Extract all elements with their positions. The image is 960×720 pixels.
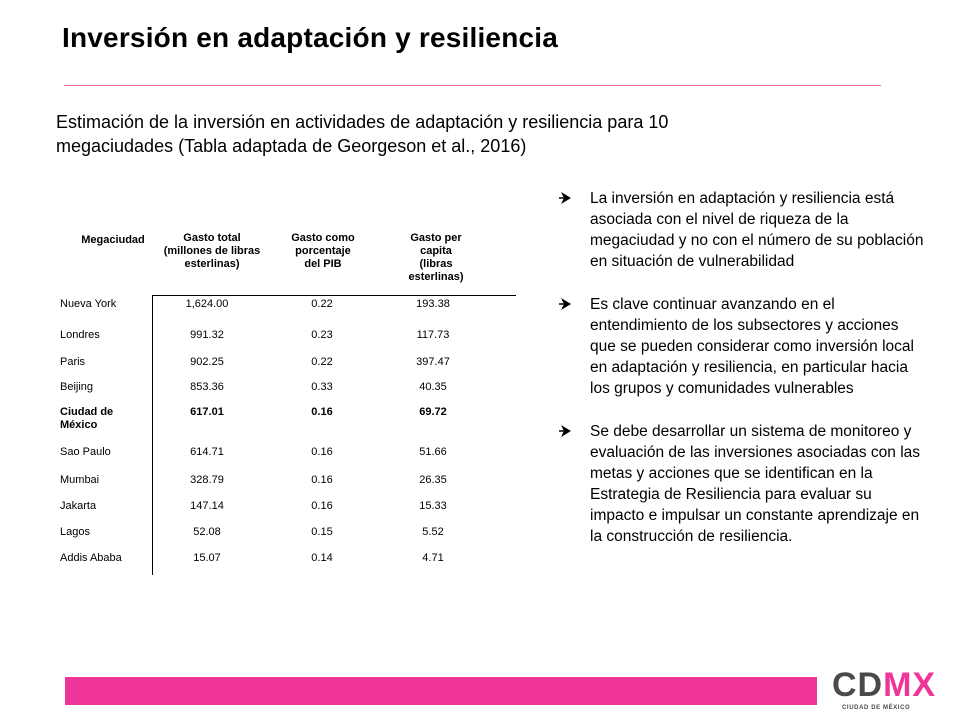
subtitle: Estimación de la inversión en actividade… bbox=[56, 110, 816, 158]
logo-subtext: CIUDAD DE MÉXICO bbox=[842, 705, 911, 711]
logo-text-cd: CD bbox=[832, 666, 884, 704]
row-gasto-total: 853.36 bbox=[190, 381, 224, 393]
row-porcentaje-pib: 0.16 bbox=[311, 406, 333, 418]
row-per-capita: 51.66 bbox=[419, 446, 447, 458]
row-megaciudad: Londres bbox=[60, 329, 100, 341]
row-megaciudad: Sao Paulo bbox=[60, 446, 111, 458]
row-gasto-total: 15.07 bbox=[193, 552, 221, 564]
table-column-rule bbox=[152, 295, 153, 575]
header-megaciudad: Megaciudad bbox=[81, 234, 145, 246]
arrow-check-bullet-icon bbox=[559, 192, 571, 204]
row-porcentaje-pib: 0.16 bbox=[311, 474, 333, 486]
row-per-capita: 397.47 bbox=[416, 356, 450, 368]
table-row: Addis Ababa 15.07 0.14 4.71 bbox=[60, 552, 516, 582]
bullet-item: La inversión en adaptación y resiliencia… bbox=[556, 188, 928, 272]
row-megaciudad: Jakarta bbox=[60, 500, 97, 512]
row-porcentaje-pib: 0.16 bbox=[311, 446, 333, 458]
row-gasto-total: 991.32 bbox=[190, 329, 224, 341]
row-gasto-total: 902.25 bbox=[190, 356, 224, 368]
cdmx-logo: CDMX CIUDAD DE MÉXICO bbox=[832, 667, 935, 713]
row-megaciudad: Addis Ababa bbox=[60, 552, 122, 564]
row-porcentaje-pib: 0.16 bbox=[311, 500, 333, 512]
header-per-capita: Gasto per capita (libras esterlinas) bbox=[408, 232, 464, 283]
table-row: Lagos 52.08 0.15 5.52 bbox=[60, 526, 516, 556]
bullet-text: Se debe desarrollar un sistema de monito… bbox=[590, 423, 921, 545]
page-title: Inversión en adaptación y resiliencia bbox=[62, 22, 559, 53]
row-porcentaje-pib: 0.15 bbox=[311, 526, 333, 538]
row-megaciudad: Nueva York bbox=[60, 298, 117, 310]
arrow-check-bullet-icon bbox=[559, 298, 571, 310]
logo-wordmark: CDMX bbox=[832, 667, 936, 703]
row-per-capita: 4.71 bbox=[422, 552, 444, 564]
table-row: Paris 902.25 0.22 397.47 bbox=[60, 356, 516, 386]
row-megaciudad: Paris bbox=[60, 356, 86, 368]
footer-bar bbox=[65, 677, 817, 705]
table-header: Megaciudad Gasto total (millones de libr… bbox=[68, 232, 516, 292]
row-gasto-total: 147.14 bbox=[190, 500, 224, 512]
table-row: Londres 991.32 0.23 117.73 bbox=[60, 329, 516, 359]
row-gasto-total: 614.71 bbox=[190, 446, 224, 458]
bullet-text: Es clave continuar avanzando en el enten… bbox=[590, 296, 914, 397]
bullet-item: Es clave continuar avanzando en el enten… bbox=[556, 294, 928, 399]
row-megaciudad-line-2: México bbox=[60, 419, 98, 431]
row-porcentaje-pib: 0.14 bbox=[311, 552, 333, 564]
header-gasto-total: Gasto total (millones de libras esterlin… bbox=[163, 232, 261, 270]
table-row: Jakarta 147.14 0.16 15.33 bbox=[60, 500, 516, 530]
row-per-capita: 69.72 bbox=[419, 406, 447, 418]
row-per-capita: 26.35 bbox=[419, 474, 447, 486]
row-gasto-total: 1,624.00 bbox=[185, 298, 229, 310]
row-porcentaje-pib: 0.22 bbox=[311, 298, 333, 310]
table-row: Nueva York 1,624.00 0.22 193.38 bbox=[60, 298, 516, 328]
subtitle-line-2: megaciudades (Tabla adaptada de Georgeso… bbox=[56, 136, 527, 156]
logo-text-mx: MX bbox=[883, 666, 937, 704]
row-gasto-total: 617.01 bbox=[190, 406, 224, 418]
table-row: Sao Paulo 614.71 0.16 51.66 bbox=[60, 446, 516, 476]
row-per-capita: 15.33 bbox=[419, 500, 447, 512]
bullet-text: La inversión en adaptación y resiliencia… bbox=[590, 190, 924, 270]
row-gasto-total: 328.79 bbox=[190, 474, 224, 486]
title-rule bbox=[64, 85, 881, 86]
subtitle-line-1: Estimación de la inversión en actividade… bbox=[56, 112, 669, 132]
row-megaciudad: Ciudad de México bbox=[60, 406, 150, 432]
row-porcentaje-pib: 0.23 bbox=[311, 329, 333, 341]
row-megaciudad-line-1: Ciudad de bbox=[60, 406, 114, 418]
row-megaciudad: Mumbai bbox=[60, 474, 100, 486]
row-porcentaje-pib: 0.33 bbox=[311, 381, 333, 393]
header-porcentaje-pib: Gasto como porcentaje del PIB bbox=[291, 232, 355, 270]
row-per-capita: 193.38 bbox=[416, 298, 450, 310]
row-megaciudad: Beijing bbox=[60, 381, 94, 393]
bullet-item: Se debe desarrollar un sistema de monito… bbox=[556, 421, 928, 547]
row-per-capita: 5.52 bbox=[422, 526, 444, 538]
row-per-capita: 40.35 bbox=[419, 381, 447, 393]
bullet-list: La inversión en adaptación y resiliencia… bbox=[556, 188, 928, 569]
row-per-capita: 117.73 bbox=[416, 329, 450, 341]
row-megaciudad: Lagos bbox=[60, 526, 90, 538]
arrow-check-bullet-icon bbox=[559, 425, 571, 437]
table-row: Mumbai 328.79 0.16 26.35 bbox=[60, 474, 516, 504]
table-row: Beijing 853.36 0.33 40.35 bbox=[60, 381, 516, 411]
table-header-rule bbox=[152, 295, 516, 296]
row-gasto-total: 52.08 bbox=[193, 526, 221, 538]
table-row: Ciudad de México 617.01 0.16 69.72 bbox=[60, 406, 516, 436]
row-porcentaje-pib: 0.22 bbox=[311, 356, 333, 368]
